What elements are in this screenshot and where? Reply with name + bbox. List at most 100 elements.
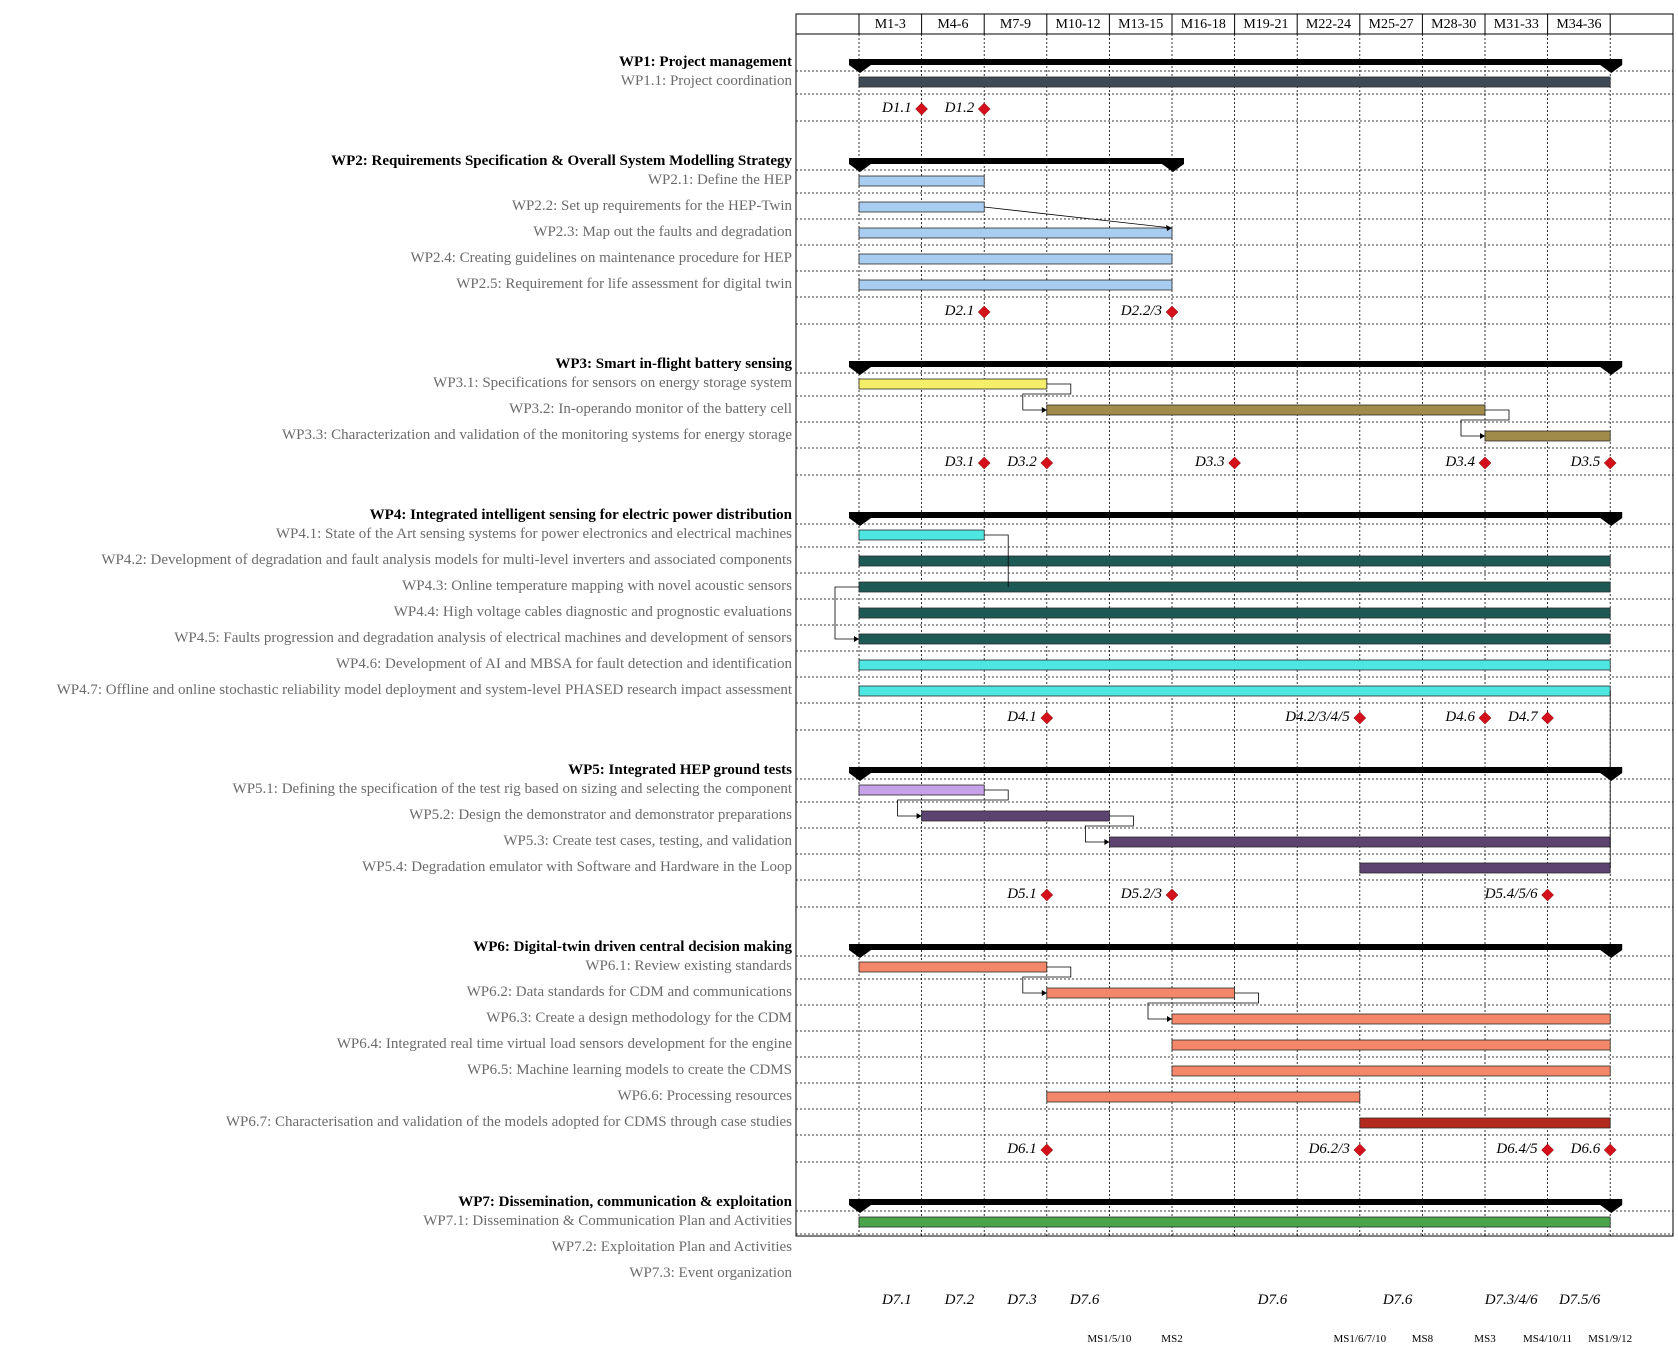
- deliverable-marker: [1603, 456, 1617, 470]
- task-bar: [858, 685, 1611, 697]
- task-bar: [1171, 1065, 1611, 1077]
- task-label: WP7.2: Exploitation Plan and Activities: [551, 1239, 792, 1255]
- deliverable-label: D1.1: [882, 100, 912, 116]
- task-bar: [858, 76, 1611, 88]
- deliverable-label: D4.7: [1508, 709, 1538, 725]
- deliverable-marker: [1040, 888, 1054, 902]
- deliverable-label: D4.1: [1007, 709, 1037, 725]
- deliverable-marker: [977, 102, 991, 116]
- deliverable-marker: [915, 102, 928, 116]
- deliverable-marker: [1353, 1143, 1367, 1157]
- dependency-connector: [1022, 383, 1072, 411]
- period-header: M22-24: [1305, 17, 1352, 32]
- task-bar: [1109, 836, 1611, 848]
- task-bar: [858, 529, 985, 541]
- task-label: WP4.4: High voltage cables diagnostic an…: [393, 604, 792, 620]
- wp-summary-end-cap: [1600, 950, 1623, 958]
- task-label: WP3.3: Characterization and validation o…: [281, 427, 792, 443]
- wp-summary-end-cap: [1162, 164, 1184, 172]
- deliverable-marker: [977, 305, 991, 319]
- task-label: WP6.7: Characterisation and validation o…: [225, 1114, 792, 1130]
- deliverable-marker: [1040, 456, 1054, 470]
- period-header: M34-36: [1556, 17, 1602, 32]
- task-label: WP3.2: In-operando monitor of the batter…: [509, 401, 792, 417]
- task-bar: [858, 784, 985, 796]
- task-bar: [1171, 1013, 1611, 1025]
- wp-label: WP6: Digital-twin driven central decisio…: [473, 939, 792, 955]
- period-header: M7-9: [999, 17, 1032, 32]
- task-label: WP4.1: State of the Art sensing systems …: [275, 526, 792, 542]
- deliverable-label: D2.1: [944, 303, 975, 319]
- dependency-arrowhead: [1167, 1016, 1172, 1022]
- wp-summary-end-cap: [1600, 773, 1623, 781]
- dependency-connector: [984, 534, 1009, 587]
- deliverable-label: D3.2: [1007, 454, 1037, 470]
- task-label: WP2.1: Define the HEP: [647, 172, 792, 188]
- task-label: WP6.2: Data standards for CDM and commun…: [466, 984, 792, 1000]
- deliverable-label: D3.4: [1445, 454, 1475, 470]
- milestone-label: MS2: [1161, 1333, 1183, 1345]
- task-bar: [858, 961, 1048, 973]
- deliverable-marker: [1603, 1143, 1617, 1157]
- task-label: WP6.6: Processing resources: [617, 1088, 792, 1104]
- task-bar: [858, 633, 1611, 645]
- deliverable-marker: [1040, 1143, 1054, 1157]
- wp-summary-bar: [849, 512, 1623, 518]
- task-label: WP3.1: Specifications for sensors on ene…: [433, 375, 792, 391]
- task-label: WP7.1: Dissemination & Communication Pla…: [423, 1213, 792, 1229]
- period-header: M13-15: [1118, 17, 1164, 32]
- task-bar: [1171, 1039, 1611, 1051]
- wp-summary-bar: [849, 158, 1184, 164]
- task-label: WP6.3: Create a design methodology for t…: [486, 1010, 792, 1026]
- task-label: WP4.7: Offline and online stochastic rel…: [56, 682, 792, 698]
- wp-summary-end-cap: [1600, 367, 1623, 375]
- task-bar: [1359, 862, 1611, 874]
- wp-summary-start-cap: [849, 773, 871, 781]
- deliverable-label: D5.1: [1007, 886, 1037, 902]
- dependency-connector: [984, 206, 1173, 229]
- dependency-arrowhead: [1041, 990, 1047, 996]
- deliverable-marker: [1165, 305, 1179, 319]
- deliverable-label: D2.2/3: [1120, 303, 1162, 319]
- task-label: WP4.2: Development of degradation and fa…: [101, 552, 792, 568]
- deliverable-label: D7.6: [1382, 1292, 1413, 1308]
- task-bar: [858, 279, 1173, 291]
- wp-summary-end-cap: [1600, 518, 1623, 526]
- task-bar: [858, 581, 1611, 593]
- dependency-connector: [1085, 815, 1134, 843]
- gantt-grid: [795, 13, 1674, 1237]
- period-header: M19-21: [1243, 17, 1289, 32]
- task-label: WP5.4: Degradation emulator with Softwar…: [362, 859, 792, 875]
- dependency-arrowhead: [916, 813, 922, 819]
- task-bar: [858, 607, 1611, 619]
- task-label: WP2.5: Requirement for life assessment f…: [456, 276, 792, 292]
- task-label: WP4.5: Faults progression and degradatio…: [174, 630, 792, 646]
- deliverable-label: D4.2/3/4/5: [1285, 709, 1350, 725]
- deliverable-marker: [1541, 711, 1554, 725]
- wp-summary-bar: [849, 1199, 1623, 1205]
- period-header: M16-18: [1180, 17, 1226, 32]
- period-header: M31-33: [1493, 17, 1539, 32]
- deliverable-marker: [1478, 456, 1492, 470]
- dependency-arrowhead: [1166, 225, 1172, 231]
- deliverable-label: D7.6: [1069, 1292, 1100, 1308]
- dependency-connector: [1147, 992, 1259, 1020]
- deliverable-label: D7.1: [882, 1292, 912, 1308]
- task-bar: [858, 659, 1611, 671]
- wp-label: WP2: Requirements Specification & Overal…: [331, 153, 792, 169]
- deliverable-label: D5.2/3: [1120, 886, 1162, 902]
- milestone-label: MS1/9/12: [1588, 1333, 1633, 1345]
- period-header: M1-3: [874, 17, 906, 32]
- task-label: WP2.2: Set up requirements for the HEP-T…: [511, 198, 792, 214]
- task-bar: [1359, 1117, 1611, 1129]
- deliverable-label: D3.5: [1570, 454, 1601, 470]
- wp-label: WP1: Project management: [619, 54, 792, 70]
- task-bar: [858, 201, 985, 213]
- deliverable-marker: [1541, 1143, 1554, 1157]
- period-header: M25-27: [1368, 17, 1414, 32]
- dependency-connector: [1022, 966, 1072, 994]
- deliverable-marker: [977, 456, 991, 470]
- wp-summary-start-cap: [849, 367, 871, 375]
- task-label: WP2.4: Creating guidelines on maintenanc…: [410, 250, 792, 266]
- deliverable-label: D4.6: [1445, 709, 1475, 725]
